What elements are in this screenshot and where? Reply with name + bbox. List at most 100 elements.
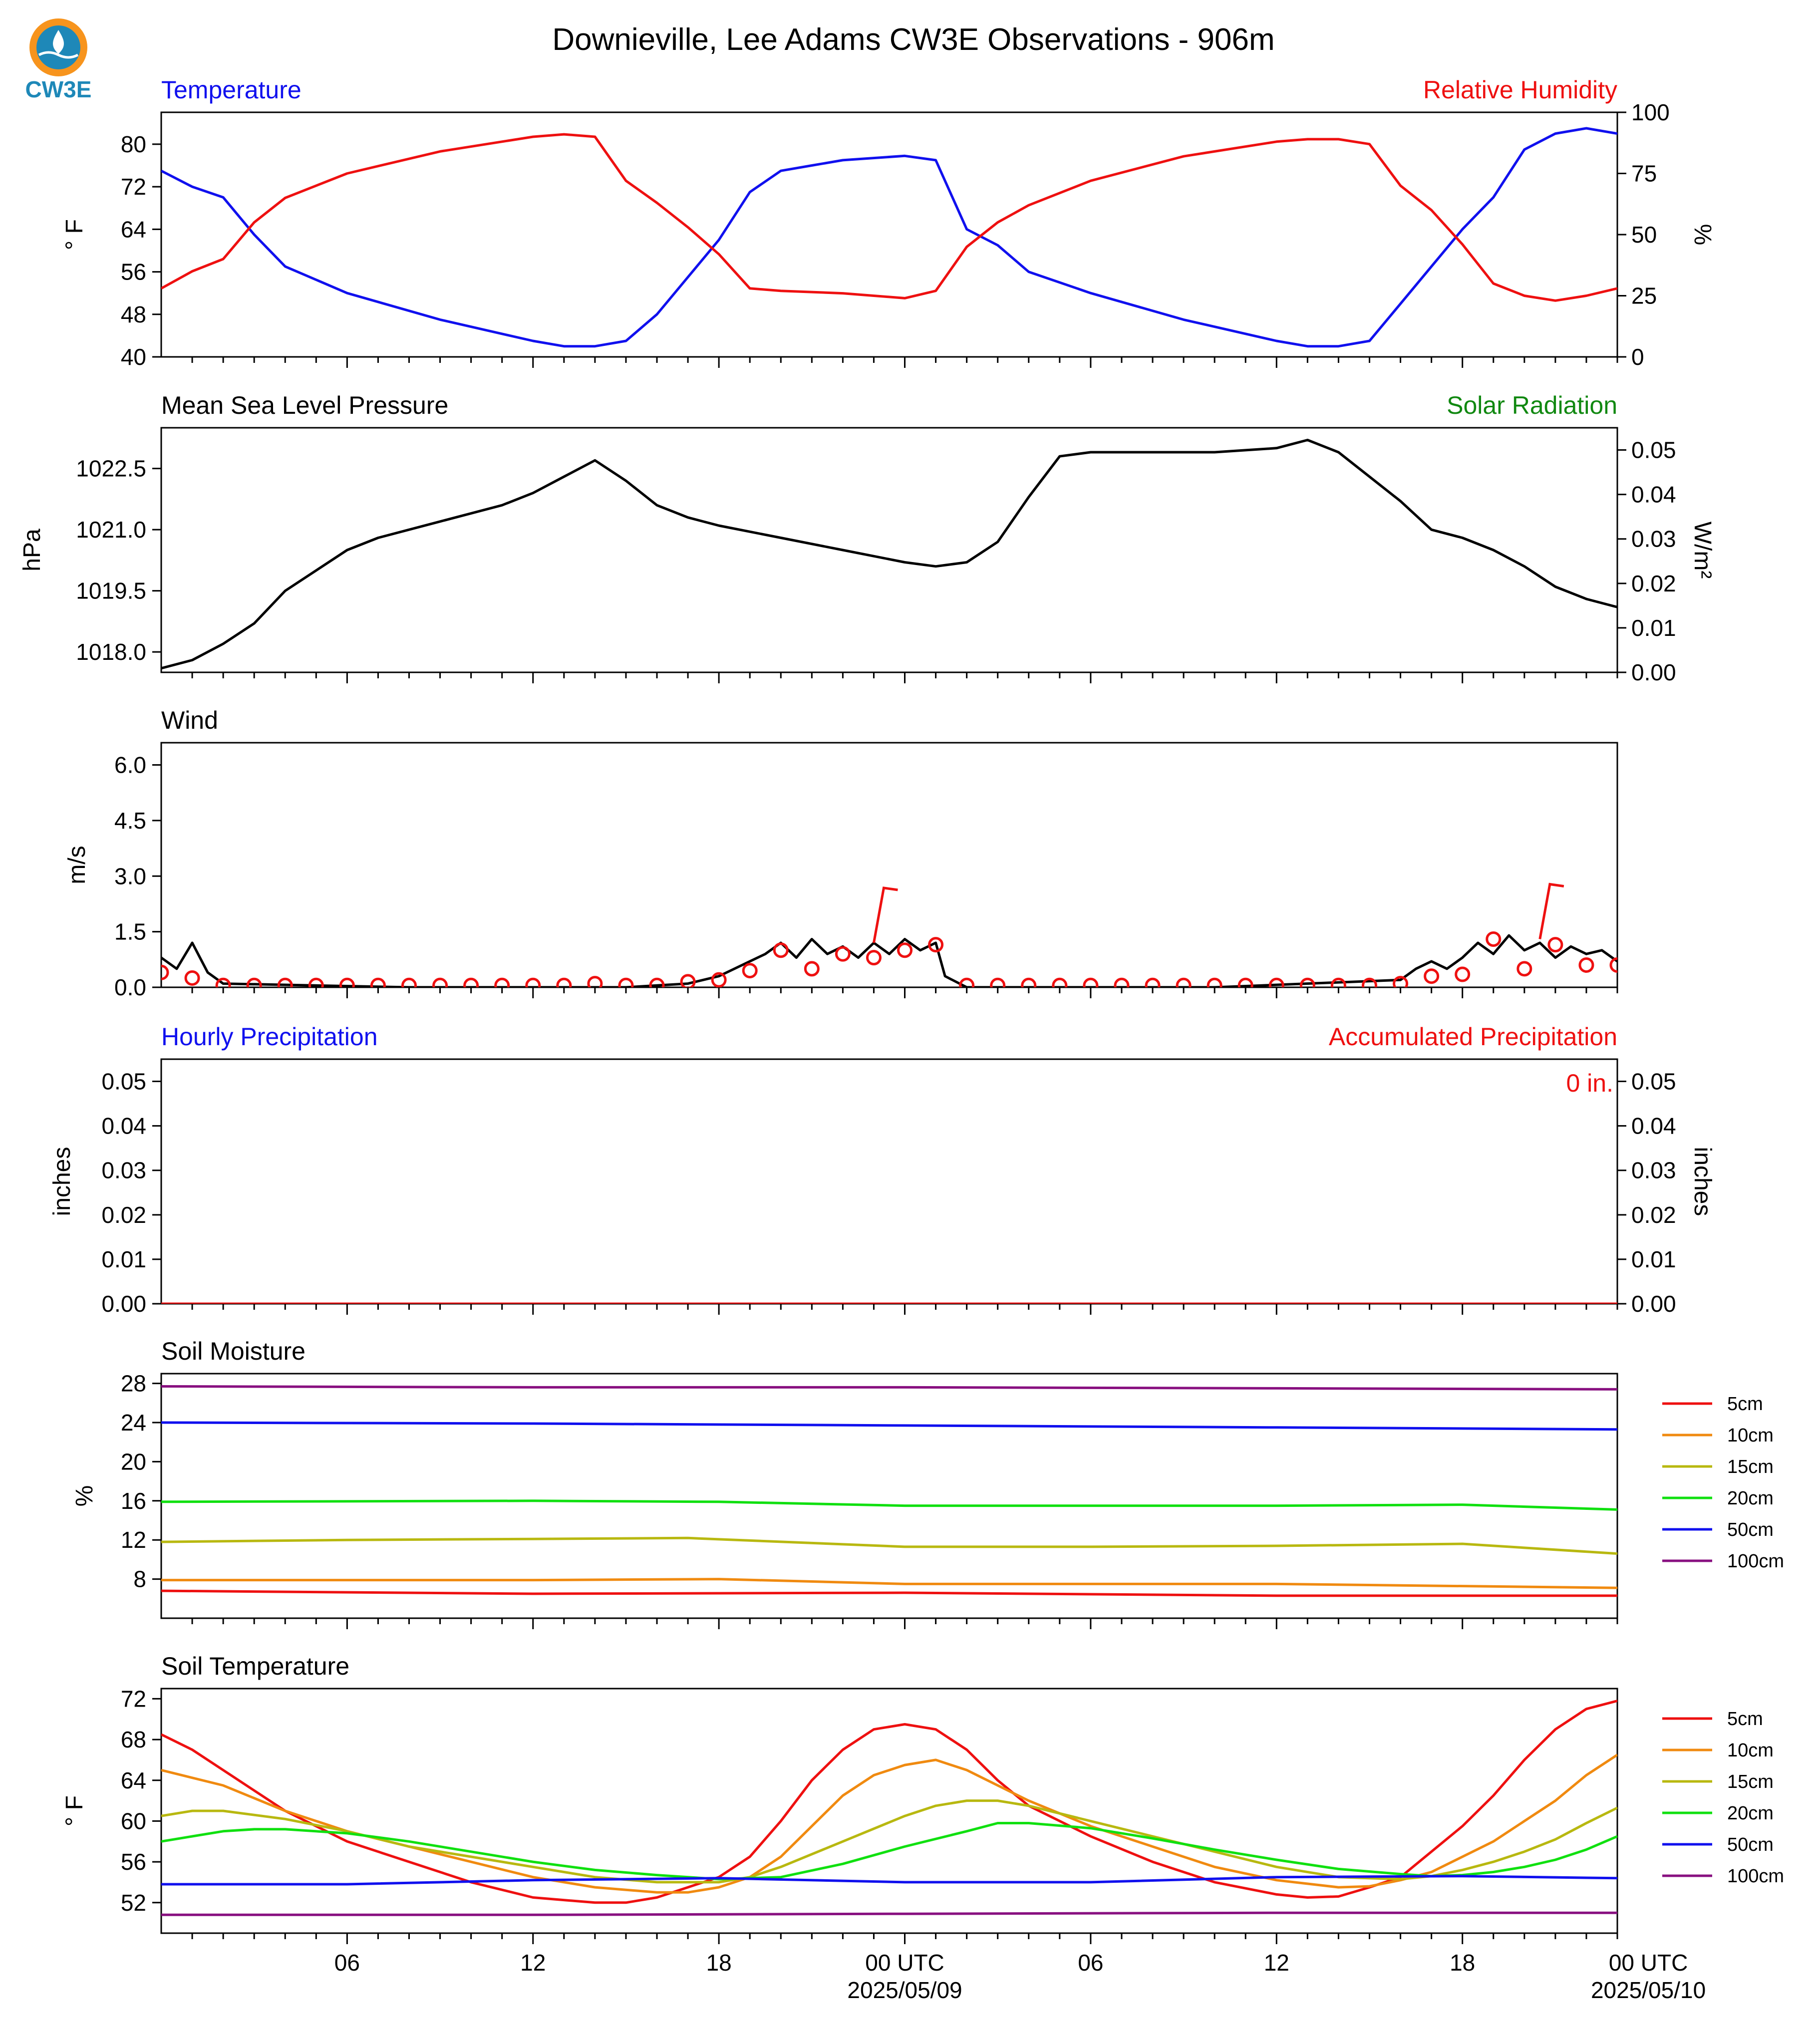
wind-gust-marker <box>1145 977 1161 987</box>
series-line-15cm <box>161 1536 1617 1555</box>
wind-gust-marker <box>215 977 231 987</box>
plot-area <box>161 127 1617 348</box>
panel-frame <box>160 742 1618 988</box>
wind-gust-marker <box>401 977 417 987</box>
panel-title-right: Solar Radiation <box>1447 391 1617 419</box>
plot-area <box>161 439 1617 670</box>
wind-gust-marker <box>1424 968 1440 984</box>
cw3e-logo: CW3E <box>25 18 92 102</box>
legend-label: 15cm <box>1727 1456 1774 1477</box>
y-tick-label-left: 80 <box>121 131 146 157</box>
y-tick-label-left: 68 <box>121 1727 146 1752</box>
chart-title: Downieville, Lee Adams CW3E Observations… <box>552 22 1274 57</box>
y-tick-label-right: 0.05 <box>1631 437 1676 463</box>
panel-title-left: Hourly Precipitation <box>161 1023 378 1051</box>
wind-gust-marker <box>339 977 355 987</box>
x-date-label: 2025/05/09 <box>847 1977 962 2003</box>
wind-gust-marker <box>1609 957 1617 973</box>
wind-gust-marker <box>1021 977 1037 987</box>
legend-label: 5cm <box>1727 1709 1763 1730</box>
wind-gust-marker <box>1455 966 1471 982</box>
wind-gust-marker <box>711 972 727 987</box>
wind-gust-marker <box>866 950 882 966</box>
y-tick-label-left: 0.05 <box>101 1069 146 1095</box>
y-tick-label-left: 0.00 <box>101 1291 146 1317</box>
wind-gust-marker <box>370 977 386 987</box>
y-axis-label-left: m/s <box>64 846 90 884</box>
x-tick-label: 06 <box>1078 1950 1103 1976</box>
logo-text: CW3E <box>25 76 92 102</box>
wind-gust-marker <box>773 942 789 958</box>
y-tick-label-right: 0.00 <box>1631 659 1676 685</box>
y-tick-label-right: 50 <box>1631 222 1657 248</box>
panel-wind: Wind 0.0 1.5 3.0 4.5 6.0 m/s <box>64 706 1618 1000</box>
wind-gust-marker <box>835 946 851 962</box>
y-tick-label-left: 72 <box>121 1686 146 1712</box>
panel-pressure: Mean Sea Level Pressure Solar Radiation 10… <box>19 391 1716 685</box>
series-line-0 <box>161 934 1617 987</box>
wind-gust-marker <box>928 937 944 953</box>
y-tick-label-left: 0.0 <box>114 974 146 1000</box>
y-tick-label-right: 0.05 <box>1631 1069 1676 1095</box>
y-tick-label-left: 1021.0 <box>76 517 146 543</box>
y-tick-label-left: 1.5 <box>114 919 146 945</box>
wind-gust-marker <box>1237 977 1253 987</box>
series-line-10cm <box>161 1753 1617 1894</box>
panel-temperature: Temperature Relative Humidity 40 48 56 64 72 80… <box>61 76 1716 370</box>
wind-gust-marker <box>680 974 696 987</box>
y-tick-label-left: 72 <box>121 174 146 200</box>
x-tick-label: 12 <box>1264 1950 1289 1976</box>
wind-gust-marker <box>161 964 169 980</box>
legend-label: 20cm <box>1727 1488 1774 1509</box>
y-tick-label-left: 1019.5 <box>76 578 146 604</box>
y-tick-label-right: 0.01 <box>1631 615 1676 641</box>
legend-label: 20cm <box>1727 1803 1774 1824</box>
y-tick-label-right: 0.03 <box>1631 526 1676 552</box>
wind-gust-marker <box>1393 976 1409 987</box>
series-line-5cm <box>161 1700 1617 1904</box>
series-line-15cm <box>161 1799 1617 1884</box>
y-tick-label-right: 0.04 <box>1631 482 1676 508</box>
y-axis-label-left: ° F <box>61 1795 88 1826</box>
wind-gust-marker <box>742 963 758 979</box>
panel-soil_temperature: Soil Temperature 52 56 60 64 68 72 ° F 5cm 10cm 15… <box>61 1652 1784 1944</box>
panel-frame <box>160 1688 1618 1934</box>
y-tick-label-left: 40 <box>121 344 146 370</box>
wind-barb <box>1538 882 1564 939</box>
y-tick-label-left: 0.01 <box>101 1246 146 1272</box>
x-tick-label: 06 <box>334 1950 360 1976</box>
series-line-100cm <box>161 1385 1617 1391</box>
series-line-20cm <box>161 1499 1617 1511</box>
wind-gust-marker <box>649 977 665 987</box>
y-axis-label-left: % <box>71 1485 98 1507</box>
wind-gust-marker <box>1547 937 1563 953</box>
y-axis-label-right: W/m² <box>1689 522 1716 579</box>
wind-gust-marker <box>246 977 262 987</box>
y-tick-label-left: 60 <box>121 1808 146 1834</box>
series-line-0 <box>161 439 1617 670</box>
y-tick-label-left: 56 <box>121 259 146 285</box>
y-axis-label-left: ° F <box>61 219 88 250</box>
legend-label: 15cm <box>1727 1771 1774 1792</box>
wind-gust-marker <box>184 970 200 986</box>
y-tick-label-right: 75 <box>1631 161 1657 187</box>
panel-title-right: Relative Humidity <box>1423 76 1617 104</box>
x-date-label: 2025/05/10 <box>1591 1977 1706 2003</box>
y-tick-label-right: 100 <box>1631 99 1670 125</box>
series-line-0 <box>161 127 1617 348</box>
y-tick-label-left: 0.03 <box>101 1158 146 1183</box>
y-tick-label-left: 3.0 <box>114 863 146 889</box>
panel-title-left: Soil Moisture <box>161 1337 305 1365</box>
panel-frame <box>160 1373 1618 1619</box>
wind-barb <box>873 886 898 943</box>
x-tick-label: 18 <box>1450 1950 1475 1976</box>
wind-gust-marker <box>1052 977 1068 987</box>
panel-title-left: Soil Temperature <box>161 1652 349 1680</box>
y-tick-label-right: 0.01 <box>1631 1246 1676 1272</box>
wind-gust-marker <box>463 977 479 987</box>
panels: Temperature Relative Humidity404856647280… <box>19 76 1784 1944</box>
wind-gust-marker <box>556 977 572 987</box>
panel-soil_moisture: Soil Moisture 8 12 16 20 24 28% 5cm 10cm 15cm 20cm… <box>71 1337 1784 1629</box>
panel-title-left: Temperature <box>161 76 302 104</box>
